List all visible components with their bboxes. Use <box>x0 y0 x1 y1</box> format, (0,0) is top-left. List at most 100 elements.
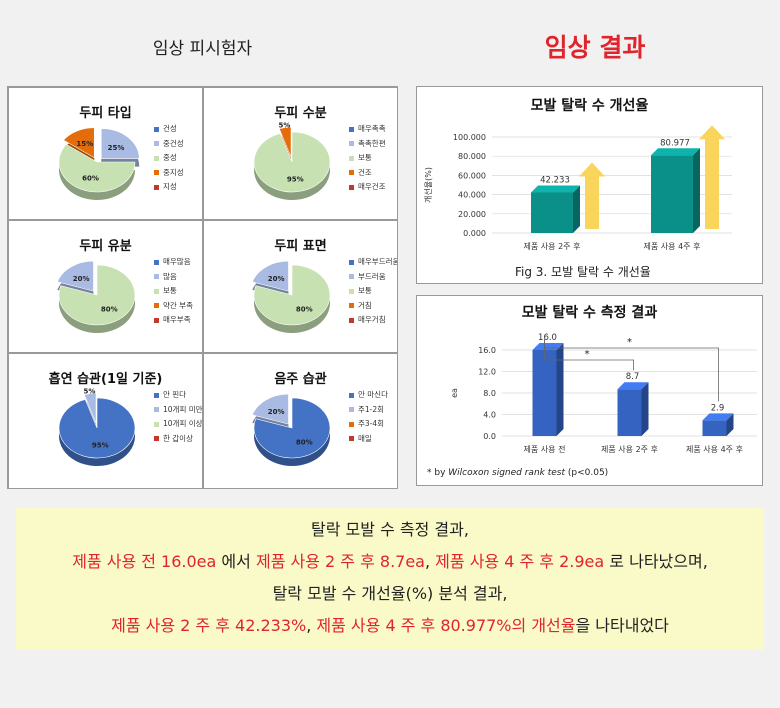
pie-chart-title: 두피 타입 <box>79 106 132 121</box>
legend-label: 부드러움 <box>358 271 386 281</box>
results-heading: 임상 결과 <box>544 33 646 62</box>
legend-label: 많음 <box>163 271 177 281</box>
y-tick-label: 80.000 <box>458 152 486 161</box>
legend-swatch <box>349 126 354 132</box>
bar <box>531 192 573 233</box>
pie-legend-item: 매일 <box>349 432 388 447</box>
improvement-chart-title: 모발 탈락 수 개선율 <box>530 98 649 114</box>
x-category-label: 제품 사용 2주 후 <box>524 242 581 251</box>
legend-label: 매우촉촉 <box>358 124 386 133</box>
legend-swatch <box>349 259 354 265</box>
pie-legend-item: 보통 <box>154 284 193 299</box>
summary-box: 탈락 모발 수 측정 결과, 제품 사용 전 16.0ea 에서 제품 사용 2… <box>16 508 764 650</box>
bar <box>532 350 557 436</box>
pie-slice <box>251 260 289 292</box>
count-chart-title: 모발 탈락 수 측정 결과 <box>521 305 658 321</box>
legend-label: 거침 <box>358 300 372 310</box>
pie-legend-item: 중성 <box>154 151 184 166</box>
bar-value-label: 2.9 <box>711 403 725 413</box>
legend-label: 보통 <box>358 153 372 162</box>
pie-slice <box>100 128 140 159</box>
y-tick-label: 0.0 <box>483 432 496 441</box>
legend-label: 중지성 <box>163 167 184 177</box>
legend-label: 보통 <box>163 286 177 295</box>
legend-swatch <box>349 274 354 280</box>
legend-swatch <box>349 155 354 161</box>
improvement-chart-panel: 모발 탈락 수 개선율 0.000 20.000 40.000 60.000 80.00… <box>416 86 763 284</box>
improvement-bar-chart: 0.000 20.000 40.000 60.000 80.000 100.000 개선율(… <box>423 125 732 251</box>
pie-legend-item: 안 핀다 <box>154 388 202 403</box>
legend-swatch <box>154 436 159 442</box>
summary-line-3: 탈락 모발 수 개선율(%) 분석 결과, <box>272 584 508 603</box>
pie-legend-item: 매우촉촉 <box>349 122 386 137</box>
pie-legend-item: 약간 부족 <box>154 299 193 314</box>
legend-label: 보통 <box>358 286 372 295</box>
legend-label: 매우부드러움 <box>358 257 398 266</box>
y-tick-label: 12.0 <box>478 368 496 377</box>
legend-swatch <box>154 170 159 176</box>
legend-swatch <box>154 392 159 398</box>
pie-legend-item: 거침 <box>349 299 397 314</box>
pie-slice <box>278 126 292 158</box>
pie-slice-label: 60% <box>82 175 99 183</box>
pie-slice-label: 95% <box>287 175 304 183</box>
y-tick-label: 60.000 <box>458 171 486 180</box>
y-tick-label: 8.0 <box>483 389 496 398</box>
highlighted-result-text: 제품 사용 전 16.0ea <box>72 552 217 571</box>
bar-value-label: 80.977 <box>660 138 690 148</box>
pie-slice-label: 95% <box>92 441 109 449</box>
pie-chart-cell: 흡연 습관(1일 기준) 5% 95% 안 핀다 10개피 미만 10개피 이상 한 갑이상 <box>8 353 203 489</box>
bar-top <box>617 382 649 390</box>
bar-top <box>531 185 580 193</box>
y-tick-label: 16.0 <box>478 346 496 355</box>
legend-swatch <box>154 421 159 427</box>
pie-legend: 건성 중건성 중성 중지성 지성 <box>154 122 184 195</box>
pie-legend-item: 10개피 미만 <box>154 403 203 418</box>
bar-value-label: 42.233 <box>540 175 570 185</box>
legend-swatch <box>154 155 159 161</box>
highlighted-result-text: 제품 사용 2 주 후 42.233% <box>111 616 307 635</box>
legend-label: 매우많음 <box>163 257 191 266</box>
pie-chart-cell: 음주 습관 20% 80% 안 마신다 주1-2회 주3-4회 매일 <box>203 353 398 489</box>
significance-marker: * <box>627 337 632 348</box>
highlighted-result-text: 제품 사용 4 주 후 2.9ea <box>435 552 605 571</box>
pie-slice-label: 80% <box>296 438 313 446</box>
pie-slice <box>253 397 331 459</box>
legend-swatch <box>154 317 159 323</box>
legend-label: 10개피 미만 <box>163 404 203 414</box>
highlighted-result-text: 제품 사용 4 주 후 80.977%의 개선율 <box>316 616 576 635</box>
bar-side <box>556 343 564 436</box>
pie-legend-item: 한 갑이상 <box>154 432 202 447</box>
legend-label: 주3-4회 <box>358 419 385 428</box>
pie-chart: 15% 25% 60% <box>58 127 140 200</box>
legend-label: 매일 <box>358 433 372 443</box>
pie-legend-item: 많음 <box>154 270 193 285</box>
x-category-label: 제품 사용 4주 후 <box>686 445 743 454</box>
summary-text: , <box>306 616 317 635</box>
pie-legend-item: 부드러움 <box>349 270 397 285</box>
pie-slice-label: 20% <box>268 275 285 283</box>
legend-swatch <box>154 274 159 280</box>
pie-legend-item: 10개피 이상 <box>154 417 203 432</box>
legend-label: 중성 <box>163 153 177 162</box>
legend-label: 10개피 이상 <box>163 419 203 428</box>
count-chart-panel: 모발 탈락 수 측정 결과 0.0 4.0 8.0 12.0 16.0 ea 16.0 제품 … <box>416 295 763 486</box>
pie-legend-item: 중지성 <box>154 166 184 181</box>
pie-legend-item: 매우부족 <box>154 313 193 328</box>
count-bar-chart: 0.0 4.0 8.0 12.0 16.0 ea 16.0 제품 사용 전 8.7 제품 사용 2… <box>450 333 757 454</box>
legend-label: 매우거침 <box>358 315 386 324</box>
y-axis-label: 개선율(%) <box>423 167 433 203</box>
improvement-arrow <box>579 162 605 229</box>
bar <box>617 389 642 436</box>
x-category-label: 제품 사용 4주 후 <box>644 242 701 251</box>
legend-label: 건성 <box>163 124 177 133</box>
legend-label: 매우부족 <box>163 315 191 324</box>
legend-swatch <box>154 126 159 132</box>
legend-label: 주1-2회 <box>358 404 385 414</box>
pie-legend-item: 촉촉한편 <box>349 137 386 152</box>
pie-legend-item: 건조 <box>349 166 386 181</box>
pie-chart-cell: 두피 타입 15% 25% 60% 건성 중건성 중성 중지성 지성 <box>8 87 203 220</box>
legend-label: 지성 <box>163 182 177 191</box>
bar <box>702 420 727 436</box>
pie-chart-cell: 두피 유분 20% 80% 매우많음 많음 보통 약간 부족 매우부족 <box>8 220 203 353</box>
